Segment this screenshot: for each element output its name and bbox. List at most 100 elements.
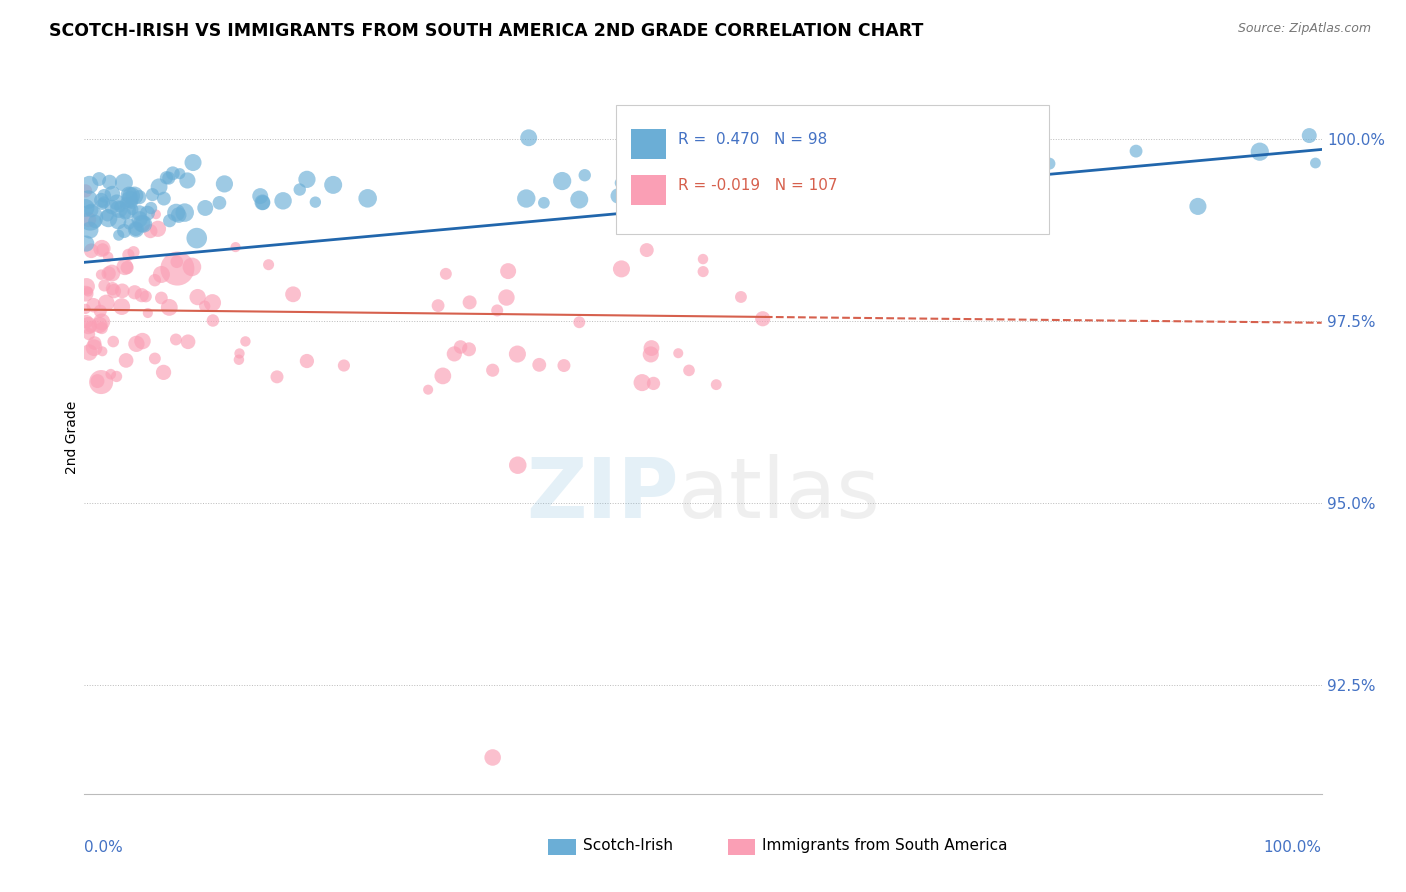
Point — [607, 189, 630, 203]
Point — [266, 369, 288, 384]
Point — [609, 176, 631, 190]
Point — [80, 320, 103, 334]
Point — [257, 258, 280, 272]
Point — [1249, 145, 1271, 159]
Point — [177, 334, 200, 349]
Point — [118, 192, 141, 206]
Point — [136, 206, 159, 220]
Point — [83, 341, 105, 355]
Point — [568, 193, 591, 207]
Point — [165, 205, 187, 219]
Point — [304, 195, 326, 210]
Point — [120, 189, 142, 203]
Point — [143, 273, 166, 287]
Point — [443, 347, 465, 361]
Point — [730, 290, 752, 304]
Point — [815, 152, 838, 166]
Point — [93, 195, 115, 210]
Point — [115, 353, 138, 368]
Point — [90, 315, 112, 329]
Point — [610, 261, 633, 276]
Point — [128, 212, 150, 227]
Point — [84, 214, 107, 228]
Point — [131, 288, 153, 302]
Text: Scotch-Irish: Scotch-Irish — [583, 838, 673, 854]
Point — [112, 176, 135, 190]
Point — [75, 286, 97, 301]
Text: 100.0%: 100.0% — [1264, 840, 1322, 855]
Point — [152, 365, 174, 379]
Point — [141, 187, 163, 202]
Point — [125, 336, 148, 351]
Point — [756, 138, 779, 153]
Point — [98, 175, 121, 189]
Point — [139, 224, 162, 238]
Point — [159, 213, 181, 227]
Point — [97, 250, 120, 264]
Point — [249, 189, 271, 203]
Point — [704, 164, 727, 178]
Point — [481, 363, 503, 377]
Text: ZIP: ZIP — [526, 454, 678, 534]
Point — [89, 172, 111, 186]
Point — [228, 352, 250, 367]
Point — [700, 182, 723, 196]
Point — [173, 205, 195, 219]
Point — [322, 178, 344, 192]
Point — [125, 222, 148, 236]
Point — [128, 206, 150, 220]
Point — [458, 343, 481, 357]
Point — [105, 195, 128, 210]
Point — [83, 336, 105, 351]
Point — [643, 376, 665, 391]
Point — [97, 211, 120, 226]
Point — [75, 201, 97, 215]
Point — [118, 187, 141, 202]
Point — [733, 168, 755, 182]
Point — [754, 147, 776, 161]
Point — [153, 192, 176, 206]
Point — [114, 260, 136, 274]
Point — [79, 178, 101, 192]
Point — [551, 174, 574, 188]
Point — [136, 306, 159, 320]
Bar — [728, 838, 755, 855]
Point — [91, 344, 114, 359]
Point — [115, 260, 138, 275]
Point — [666, 346, 689, 360]
Point — [114, 207, 136, 221]
Point — [529, 358, 551, 372]
Point — [90, 321, 112, 335]
Point — [631, 376, 654, 390]
Point — [91, 197, 114, 211]
Point — [90, 375, 112, 389]
Y-axis label: 2nd Grade: 2nd Grade — [65, 401, 79, 474]
Point — [692, 151, 714, 165]
Point — [125, 222, 148, 236]
Point — [121, 202, 143, 217]
Point — [103, 334, 125, 349]
Text: Immigrants from South America: Immigrants from South America — [762, 838, 1008, 854]
Point — [79, 223, 101, 237]
Point — [77, 285, 100, 299]
Point — [252, 195, 274, 210]
Point — [75, 236, 97, 251]
Point — [75, 315, 97, 329]
Point — [678, 363, 700, 377]
Point — [187, 290, 209, 304]
Point — [77, 193, 100, 207]
Point — [169, 167, 191, 181]
Point — [333, 359, 356, 373]
Point — [101, 186, 124, 201]
Point — [481, 750, 503, 764]
Point — [225, 240, 247, 254]
Point — [122, 245, 145, 260]
Point — [194, 201, 217, 215]
Point — [93, 188, 115, 202]
Point — [131, 217, 153, 231]
Point — [118, 217, 141, 231]
Point — [692, 252, 714, 266]
Point — [80, 244, 103, 258]
Point — [107, 214, 129, 228]
Point — [157, 171, 180, 186]
